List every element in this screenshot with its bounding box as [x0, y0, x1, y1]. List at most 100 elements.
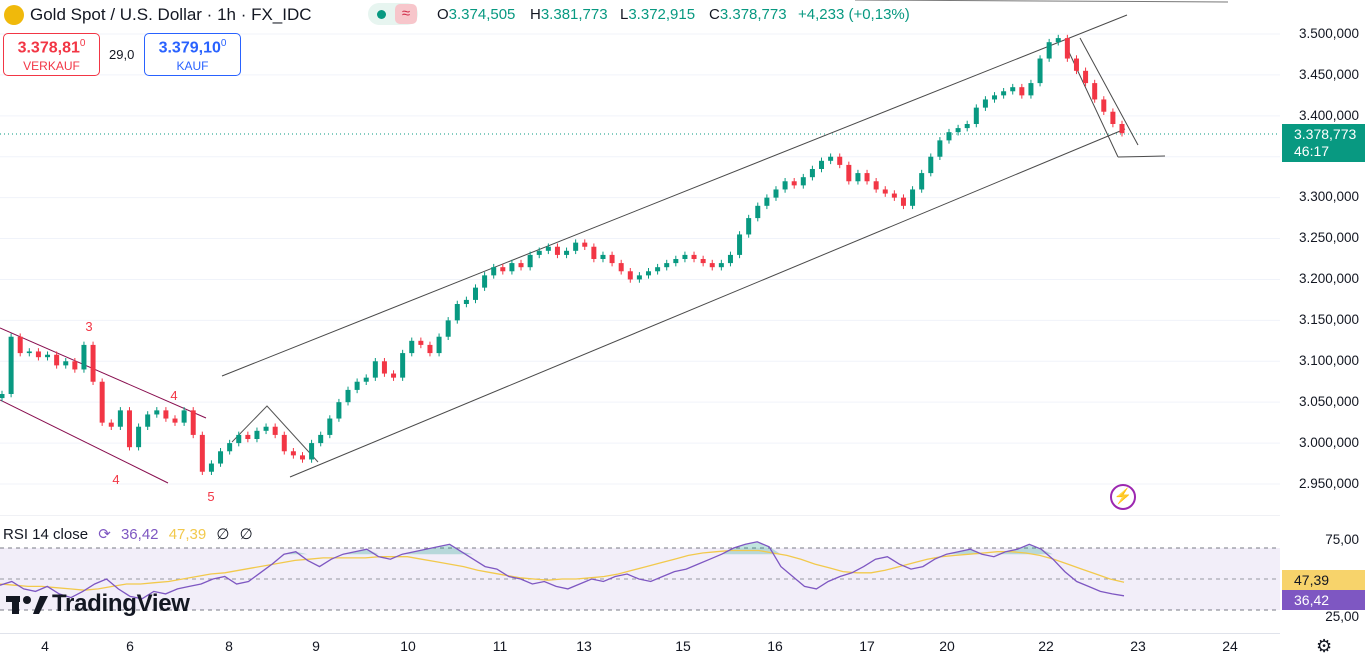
price-axis[interactable]: 3.500,000 3.450,000 3.400,000 3.300,000 … [1280, 0, 1365, 630]
candle-body [727, 254, 733, 264]
candle-body [837, 156, 843, 165]
candle-body [773, 189, 779, 198]
price-axis-label: 3.300,000 [1298, 189, 1359, 204]
candle-body [500, 267, 506, 272]
candle-body [910, 189, 916, 206]
candle-body [436, 336, 442, 354]
candle-body [1037, 58, 1043, 84]
rsi-chart[interactable] [0, 515, 1280, 633]
current-price-value: 3.378,773 [1294, 126, 1357, 142]
time-axis-label: 6 [126, 638, 134, 654]
rsi-overbought-fill [0, 541, 1124, 555]
candle-body [8, 336, 14, 394]
candle-body [117, 410, 123, 427]
candle-body [418, 340, 424, 345]
candle-body [718, 263, 724, 268]
price-chart[interactable]: 3 4 4 5 [0, 0, 1280, 515]
candle-body [190, 410, 196, 435]
time-axis-label: 4 [41, 638, 49, 654]
symbol-title[interactable]: Gold Spot / U.S. Dollar · 1h · FX_IDC [30, 5, 312, 24]
candle-body [618, 263, 624, 272]
candle-body [755, 205, 761, 219]
refresh-icon[interactable]: ⟳ [98, 526, 111, 543]
candle-body [409, 340, 415, 354]
time-axis[interactable] [0, 633, 1280, 660]
price-axis-label: 3.250,000 [1298, 230, 1359, 245]
candle-body [1046, 42, 1052, 59]
candle-body [655, 267, 661, 272]
triangle-pattern [231, 405, 319, 463]
wave-label-3: 4 [112, 472, 119, 487]
sell-label: VERKAUF [23, 59, 80, 74]
wave-channel-upper [0, 327, 207, 419]
candle-body [536, 250, 542, 255]
flash-icon[interactable]: ⚡ [1110, 484, 1136, 510]
price-axis-label: 3.000,000 [1298, 435, 1359, 450]
time-axis-label: 11 [492, 638, 508, 654]
candle-body [272, 426, 278, 435]
candle-body [218, 451, 224, 464]
candle-body [363, 377, 369, 382]
rsi-legend[interactable]: RSI 14 close ⟳ 36,42 47,39 ∅ ∅ [3, 525, 253, 543]
candle-body [992, 95, 998, 100]
settings-icon[interactable]: ⚙ [1316, 636, 1333, 656]
candle-body [873, 181, 879, 190]
candle-body [163, 410, 169, 419]
buy-button[interactable]: 3.379,100 KAUF [144, 33, 241, 76]
candle-body [372, 361, 378, 378]
time-axis-label: 9 [312, 638, 320, 654]
candle-body [318, 434, 324, 444]
tradingview-logo-text: TradingView [52, 590, 190, 617]
candle-body [126, 410, 132, 448]
spread-value: 29,0 [109, 47, 135, 62]
candle-body [564, 250, 570, 255]
rsi-axis-label: 75,00 [1325, 532, 1359, 547]
candle-body [600, 254, 606, 259]
support-line [1117, 155, 1166, 158]
candle-body [172, 418, 178, 423]
rsi-label: RSI 14 close [3, 526, 89, 543]
rsi-ma-tag: 47,39 [1282, 570, 1365, 590]
ohlc-change: +4,233 (+0,13%) [798, 6, 910, 23]
rsi-ma-line [0, 549, 1125, 591]
price-axis-label: 3.500,000 [1298, 26, 1359, 41]
ascending-channel-upper [221, 14, 1128, 377]
candle-body [227, 443, 233, 452]
candle-body [136, 426, 142, 448]
candle-body [491, 267, 497, 276]
candle-body [26, 351, 32, 354]
rsi-value: 36,42 [120, 526, 159, 543]
ohlc-low: L3.372,915 [620, 6, 696, 23]
candle-body [72, 361, 78, 370]
candle-body [400, 353, 406, 378]
price-axis-label: 3.050,000 [1298, 394, 1359, 409]
candle-body [646, 271, 652, 276]
null-value: ∅ [216, 526, 230, 543]
buy-label: KAUF [176, 59, 209, 74]
candle-body [327, 418, 333, 435]
ohlc-open: O3.374,505 [437, 6, 516, 23]
candle-body [928, 156, 934, 174]
candle-body [482, 275, 488, 288]
candle-body [700, 259, 706, 264]
time-axis-label: 17 [859, 638, 875, 654]
time-axis-label: 24 [1222, 638, 1238, 654]
time-axis-label: 15 [675, 638, 691, 654]
candle-body [0, 394, 5, 399]
candle-body [545, 246, 551, 251]
time-axis-label: 8 [225, 638, 233, 654]
candle-body [81, 344, 87, 370]
price-axis-label: 3.150,000 [1298, 312, 1359, 327]
candle-body [63, 361, 69, 366]
candle-body [463, 299, 469, 304]
candle-body [964, 124, 970, 129]
candle-body [1028, 83, 1034, 96]
candle-body [299, 455, 305, 460]
candle-body [1101, 99, 1107, 112]
candle-body [518, 263, 524, 268]
candle-body [709, 263, 715, 268]
price-axis-label: 3.450,000 [1298, 67, 1359, 82]
market-open-icon [377, 10, 386, 19]
sell-button[interactable]: 3.378,810 VERKAUF [3, 33, 100, 76]
wave-icon[interactable]: ≈ [395, 4, 417, 24]
